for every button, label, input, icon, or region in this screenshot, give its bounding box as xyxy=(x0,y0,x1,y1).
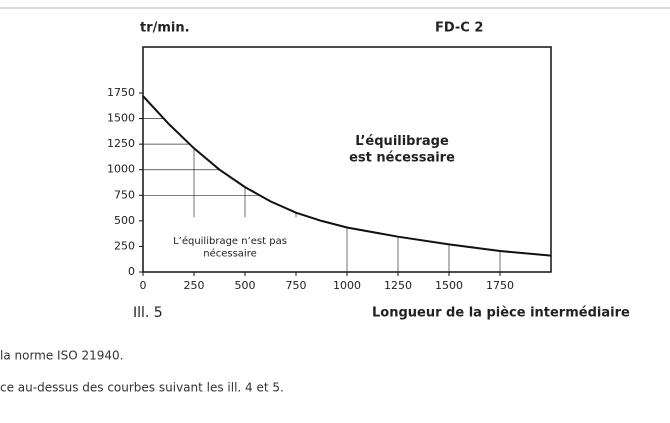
chart-title: FD-C 2 xyxy=(435,21,483,36)
annotation: L’équilibrage est nécessaire xyxy=(349,134,455,165)
annotation: L’équilibrage n’est pas nécessaire xyxy=(173,235,287,260)
y-tick-label: 750 xyxy=(114,188,135,201)
y-axis-label: tr/min. xyxy=(140,21,190,36)
y-tick-label: 0 xyxy=(128,265,135,278)
curve xyxy=(142,95,552,257)
x-tick-label: 750 xyxy=(286,279,307,292)
y-tick-label: 1750 xyxy=(107,86,135,99)
x-tick-label: 1500 xyxy=(435,279,463,292)
x-tick-label: 500 xyxy=(235,279,256,292)
x-tick-label: 1000 xyxy=(333,279,361,292)
figure-label: Ill. 5 xyxy=(133,305,163,321)
y-tick-label: 250 xyxy=(114,239,135,252)
text-line: ce au-dessus des courbes suivant les ill… xyxy=(0,381,284,395)
y-tick-label: 1500 xyxy=(107,112,135,125)
x-tick-label: 250 xyxy=(184,279,205,292)
text-line: la norme ISO 21940. xyxy=(0,349,123,363)
x-tick-label: 1750 xyxy=(486,279,514,292)
y-tick-label: 500 xyxy=(114,214,135,227)
y-tick-label: 1000 xyxy=(107,163,135,176)
x-tick-label: 1250 xyxy=(384,279,412,292)
x-axis-label: Longueur de la pièce intermédiaire xyxy=(372,306,630,321)
y-tick-label: 1250 xyxy=(107,137,135,150)
x-tick-label: 0 xyxy=(140,279,147,292)
